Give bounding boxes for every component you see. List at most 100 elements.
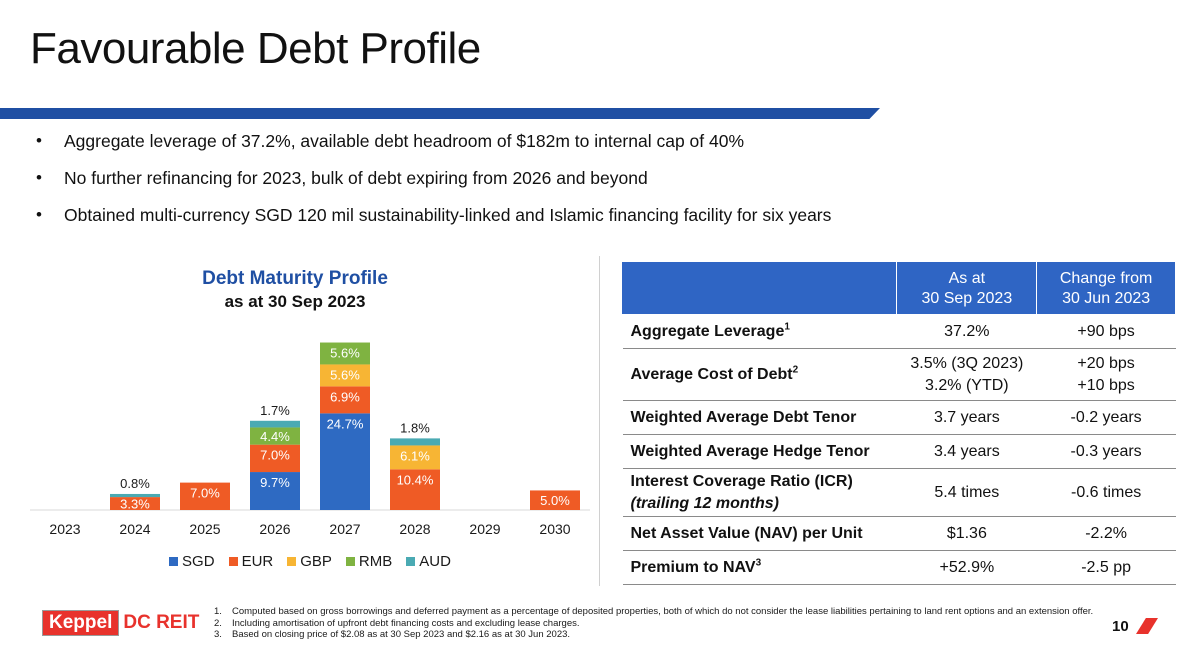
x-tick-label: 2030 (539, 521, 570, 537)
bar-segment-2025-eur (180, 482, 230, 510)
table-row: Weighted Average Debt Tenor 3.7 years -0.2… (622, 400, 1176, 435)
bullet-dot-icon: • (36, 131, 42, 150)
footnote-number: 1. (214, 606, 222, 617)
table-row: Interest Coverage Ratio (ICR) (trailing 1… (622, 468, 1176, 517)
x-tick-label: 2026 (259, 521, 290, 537)
row-change: -0.3 years (1036, 434, 1176, 469)
footnote: 1. Computed based on gross borrowings and… (214, 606, 1094, 618)
legend-item-sgd: SGD (169, 553, 215, 570)
chart-subtitle: as at 30 Sep 2023 (224, 292, 366, 311)
debt-metrics-table: As at 30 Sep 2023 Change from 30 Jun 2023 … (621, 262, 1176, 585)
legend-label: GBP (300, 553, 332, 570)
bullet-dot-icon: • (36, 168, 42, 187)
data-label-2027-eur: 6.9% (330, 389, 360, 404)
legend-label: SGD (182, 553, 215, 570)
bullet-item: • No further refinancing for 2023, bulk … (36, 165, 936, 202)
bar-segment-2026-sgd (250, 472, 300, 510)
x-tick-label: 2024 (119, 521, 150, 537)
row-label: Interest Coverage Ratio (ICR) (trailing 1… (622, 468, 897, 517)
bar-segment-2028-aud (390, 438, 440, 446)
footnote-number: 3. (214, 629, 222, 641)
bullet-list: • Aggregate leverage of 37.2%, available… (36, 128, 936, 239)
footnote: 2. Including amortisation of upfront debt… (214, 618, 1094, 630)
data-label-2027-gbp: 5.6% (330, 367, 360, 382)
table-row: Aggregate Leverage1 37.2% +90 bps (622, 314, 1176, 349)
row-label: Net Asset Value (NAV) per Unit (622, 516, 897, 551)
row-value: 37.2% (896, 314, 1037, 349)
row-value: 3.5% (3Q 2023) 3.2% (YTD) (896, 348, 1037, 401)
legend-swatch-icon (169, 557, 179, 566)
bar-segment-2024-aud (110, 493, 160, 498)
data-label-2030-eur: 5.0% (540, 493, 570, 508)
row-label: Premium to NAV3 (622, 550, 897, 585)
legend-swatch-icon (406, 557, 416, 566)
bullet-text: Aggregate leverage of 37.2%, available d… (64, 131, 745, 151)
x-tick-label: 2023 (49, 521, 80, 537)
bullet-dot-icon: • (36, 205, 42, 224)
logo-box-text: Keppel (42, 610, 120, 636)
data-label-2026-sgd: 9.7% (260, 475, 290, 490)
row-change: -2.2% (1036, 516, 1176, 551)
row-change: -2.5 pp (1036, 550, 1176, 585)
row-value: +52.9% (896, 550, 1037, 585)
footnotes: 1. Computed based on gross borrowings and… (214, 606, 1094, 641)
footnote-text: Including amortisation of upfront debt f… (232, 617, 580, 629)
row-value: $1.36 (896, 516, 1037, 551)
chart-legend: SGD EUR GBP RMB AUD (30, 553, 590, 570)
row-value: 3.4 years (896, 434, 1037, 469)
debt-maturity-chart: 2023 3.3% 0.8% 2024 7.0% 2025 9.7% 7.0% 4.4% 1.7%… (30, 342, 590, 537)
bar-segment-2027-sgd (320, 413, 370, 510)
footnote-number: 2. (214, 617, 222, 629)
footnote: 3. Based on closing price of $2.08 as at … (214, 629, 1094, 641)
x-tick-label: 2028 (399, 521, 430, 537)
bar-segment-2026-eur (250, 444, 300, 473)
table-row: Weighted Average Hedge Tenor 3.4 years -0.… (622, 434, 1176, 469)
row-label: Weighted Average Hedge Tenor (622, 434, 897, 469)
bullet-text: Obtained multi-currency SGD 120 mil sust… (64, 205, 832, 225)
x-tick-label: 2027 (329, 521, 360, 537)
table-row: Average Cost of Debt2 3.5% (3Q 2023) 3.2% … (622, 348, 1176, 401)
legend-label: EUR (241, 553, 274, 570)
table-row: Premium to NAV3 +52.9% -2.5 pp (622, 550, 1176, 585)
row-value: 5.4 times (896, 468, 1037, 517)
table-header-blank (621, 262, 898, 315)
table-header-as-at: As at 30 Sep 2023 (896, 262, 1038, 315)
row-label: Weighted Average Debt Tenor (622, 400, 897, 435)
legend-swatch-icon (287, 557, 297, 566)
data-label-2027-rmb: 5.6% (330, 346, 360, 361)
row-label: Average Cost of Debt2 (622, 348, 897, 401)
bar-segment-2026-aud (250, 420, 300, 428)
row-change: +90 bps (1036, 314, 1176, 349)
legend-label: RMB (358, 553, 393, 570)
data-label-2024-eur: 3.3% (120, 497, 150, 512)
x-tick-label: 2029 (469, 521, 500, 537)
data-label-2028-eur: 10.4% (397, 472, 434, 487)
data-label-2026-eur: 7.0% (260, 448, 290, 463)
bar-segment-2027-gbp (320, 364, 370, 387)
vertical-divider (599, 256, 600, 586)
row-change: -0.2 years (1036, 400, 1176, 435)
footnote-text: Based on closing price of $2.08 as at 30… (232, 629, 571, 641)
bar-segment-2024-eur (110, 497, 160, 510)
row-value: 3.7 years (896, 400, 1037, 435)
data-label-2027-sgd: 24.7% (327, 416, 364, 431)
legend-item-aud: AUD (406, 553, 451, 570)
row-change: +20 bps +10 bps (1036, 348, 1176, 401)
x-tick-label: 2025 (189, 521, 220, 537)
row-label: Aggregate Leverage1 (622, 314, 897, 349)
legend-item-gbp: GBP (287, 553, 332, 570)
table-header-change: Change from 30 Jun 2023 (1036, 262, 1176, 315)
bar-segment-2028-eur (390, 469, 440, 510)
data-label-2025-eur: 7.0% (190, 486, 220, 501)
logo-text: DC REIT (123, 612, 200, 633)
legend-swatch-icon (345, 557, 355, 566)
data-label-2026-aud: 1.7% (260, 403, 290, 418)
legend-label: AUD (419, 553, 451, 570)
row-change: -0.6 times (1036, 468, 1176, 517)
footnote-text: Computed based on gross borrowings and d… (232, 606, 1094, 617)
table-header-row: As at 30 Sep 2023 Change from 30 Jun 2023 (621, 262, 1176, 315)
bullet-item: • Obtained multi-currency SGD 120 mil su… (36, 202, 936, 239)
chart-title: Debt Maturity Profile (202, 268, 388, 289)
legend-item-eur: EUR (228, 553, 274, 570)
bullet-item: • Aggregate leverage of 37.2%, available… (36, 128, 936, 165)
